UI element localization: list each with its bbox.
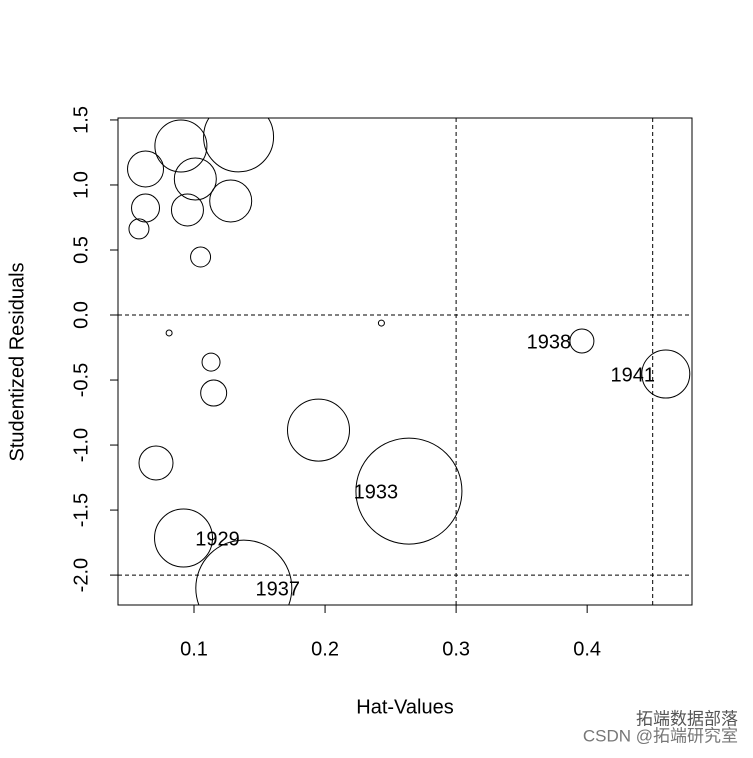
y-tick-label: -0.5 [70, 363, 92, 397]
bubble [190, 246, 212, 268]
bubble [165, 329, 173, 337]
bubble [641, 349, 691, 399]
bubble [569, 328, 595, 354]
point-label: 1933 [354, 481, 399, 503]
point-label: 1929 [195, 528, 240, 550]
y-axis-label: Studentized Residuals [6, 262, 28, 461]
bubble [377, 319, 385, 327]
bubble [131, 193, 161, 223]
watermark: 拓端数据部落 [636, 709, 738, 728]
bubble [195, 539, 293, 605]
point-label: 1937 [256, 578, 301, 600]
x-tick-label: 0.1 [180, 638, 208, 660]
plot-frame [117, 117, 693, 606]
y-tick-label: 0.0 [70, 301, 92, 329]
y-tick-label: 1.5 [70, 106, 92, 134]
y-tick-label: -1.5 [70, 493, 92, 527]
bubble [138, 445, 174, 481]
y-tick-label: -1.0 [70, 428, 92, 462]
point-label: 1938 [527, 331, 572, 353]
bubble [200, 379, 228, 407]
bubble [154, 508, 214, 568]
bubble [201, 352, 221, 372]
bubble [154, 119, 208, 173]
bubble [287, 398, 351, 462]
bubble [170, 193, 204, 227]
x-tick-label: 0.3 [442, 638, 470, 660]
bubble [173, 157, 217, 201]
bubble [203, 118, 275, 173]
y-tick-label: 1.0 [70, 171, 92, 199]
x-tick-label: 0.4 [573, 638, 601, 660]
y-tick-label: 0.5 [70, 236, 92, 264]
bubble [355, 437, 463, 545]
x-axis-label: Hat-Values [356, 696, 453, 718]
bubble [209, 179, 253, 223]
y-tick-label: -2.0 [70, 558, 92, 592]
bubble [128, 218, 150, 240]
bubble [127, 150, 165, 188]
x-tick-label: 0.2 [311, 638, 339, 660]
watermark: CSDN @拓端研究室 [583, 726, 738, 745]
point-label: 1941 [611, 364, 656, 386]
